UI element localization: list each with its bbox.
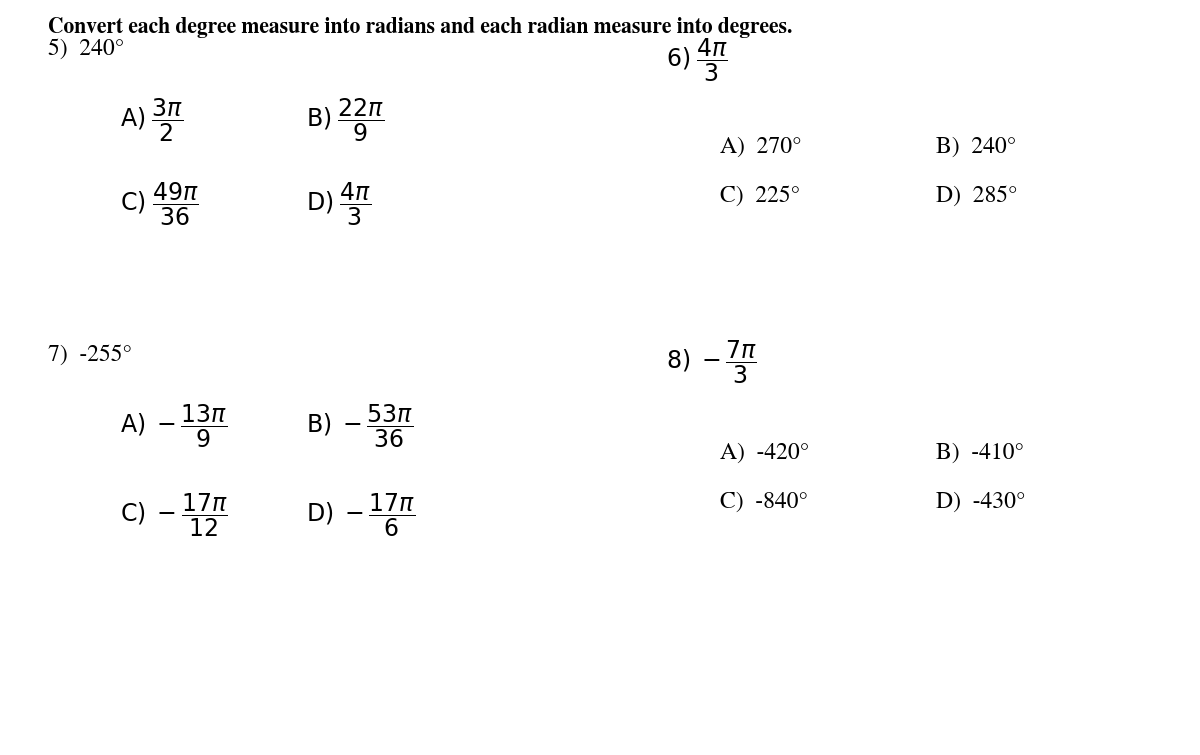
Text: $\mathrm{C)}\;\dfrac{49\pi}{36}$: $\mathrm{C)}\;\dfrac{49\pi}{36}$ [120,180,199,227]
Text: $\mathrm{8)}\;-\dfrac{7\pi}{3}$: $\mathrm{8)}\;-\dfrac{7\pi}{3}$ [666,339,757,386]
Text: B)  240°: B) 240° [936,137,1016,158]
Text: $\mathrm{B)}\;\dfrac{22\pi}{9}$: $\mathrm{B)}\;\dfrac{22\pi}{9}$ [306,97,384,144]
Text: Convert each degree measure into radians and each radian measure into degrees.: Convert each degree measure into radians… [48,17,792,38]
Text: A)  -420°: A) -420° [720,442,809,464]
Text: $\mathrm{C)}\;-\dfrac{17\pi}{12}$: $\mathrm{C)}\;-\dfrac{17\pi}{12}$ [120,492,228,538]
Text: 7)  -255°: 7) -255° [48,344,132,365]
Text: $\mathrm{6)}\;\dfrac{4\pi}{3}$: $\mathrm{6)}\;\dfrac{4\pi}{3}$ [666,37,728,84]
Text: C)  -840°: C) -840° [720,492,808,513]
Text: $\mathrm{D)}\;-\dfrac{17\pi}{6}$: $\mathrm{D)}\;-\dfrac{17\pi}{6}$ [306,492,415,538]
Text: $\mathrm{D)}\;\dfrac{4\pi}{3}$: $\mathrm{D)}\;\dfrac{4\pi}{3}$ [306,180,371,227]
Text: B)  -410°: B) -410° [936,442,1024,464]
Text: $\mathrm{B)}\;-\dfrac{53\pi}{36}$: $\mathrm{B)}\;-\dfrac{53\pi}{36}$ [306,403,414,450]
Text: A)  270°: A) 270° [720,137,802,158]
Text: C)  225°: C) 225° [720,186,800,207]
Text: $\mathrm{A)}\;-\dfrac{13\pi}{9}$: $\mathrm{A)}\;-\dfrac{13\pi}{9}$ [120,403,227,450]
Text: D)  -430°: D) -430° [936,492,1026,513]
Text: 5)  240°: 5) 240° [48,39,125,60]
Text: $\mathrm{A)}\;\dfrac{3\pi}{2}$: $\mathrm{A)}\;\dfrac{3\pi}{2}$ [120,97,184,144]
Text: D)  285°: D) 285° [936,186,1018,207]
